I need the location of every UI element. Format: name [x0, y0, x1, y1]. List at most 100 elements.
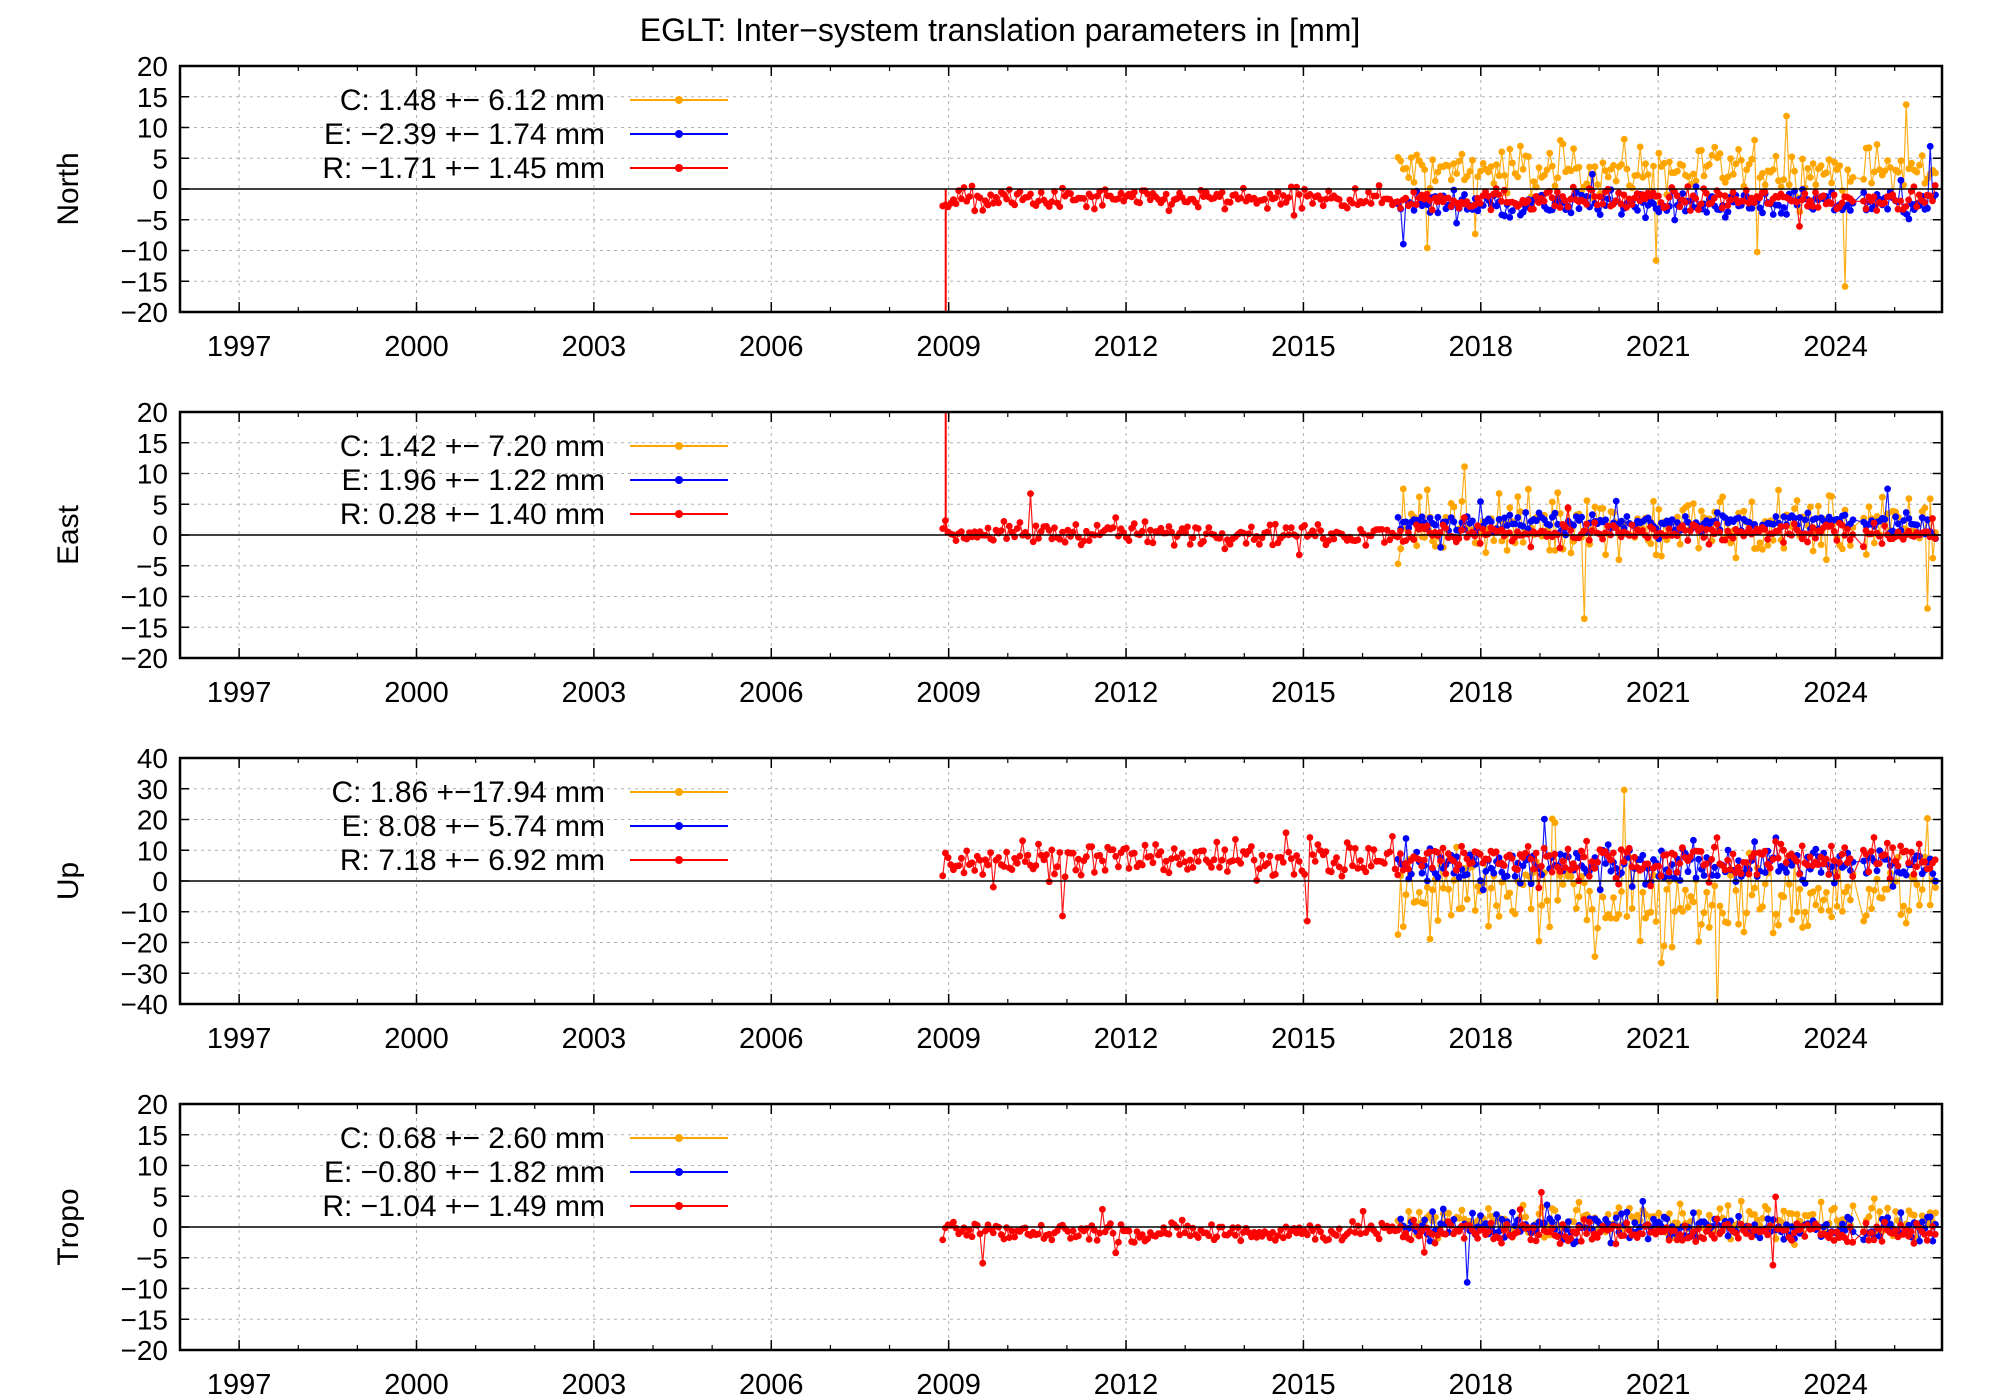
point-R: [1287, 524, 1295, 532]
point-R: [1250, 856, 1258, 864]
point-C: [1690, 170, 1697, 178]
x-tick-label: 2012: [1094, 1369, 1159, 1400]
point-C: [1652, 257, 1660, 264]
series-R: [939, 182, 1939, 230]
point-R: [1293, 852, 1300, 859]
point-R: [989, 883, 997, 891]
point-C: [1711, 882, 1719, 890]
point-C: [1423, 883, 1431, 891]
point-C: [1423, 486, 1431, 494]
point-R: [1897, 842, 1904, 850]
point-R: [1514, 1228, 1521, 1236]
point-R: [1452, 199, 1460, 207]
point-R: [984, 861, 992, 869]
point-R: [1327, 868, 1335, 876]
point-R: [1556, 544, 1564, 552]
series-R: [939, 829, 1939, 925]
point-R: [1657, 199, 1665, 206]
point-R: [1609, 849, 1617, 857]
point-C: [1586, 163, 1593, 171]
point-C: [1881, 167, 1889, 175]
point-C: [1831, 1204, 1838, 1212]
point-R: [939, 1236, 947, 1244]
point-R: [1828, 200, 1835, 208]
point-R: [1122, 844, 1130, 852]
point-R: [1860, 1228, 1867, 1236]
point-R: [958, 195, 965, 203]
y-tick-label: 0: [152, 520, 168, 551]
point-C: [1554, 174, 1562, 182]
point-E: [1812, 845, 1820, 853]
point-E: [1668, 516, 1676, 523]
point-R: [1801, 1233, 1809, 1240]
point-R: [1413, 201, 1420, 209]
point-C: [1865, 885, 1873, 893]
point-R: [1311, 1236, 1319, 1243]
point-R: [1639, 1230, 1646, 1238]
point-R: [1221, 846, 1229, 854]
point-E: [1780, 204, 1788, 211]
legend-marker-E: [675, 1168, 683, 1176]
point-R: [1248, 523, 1255, 531]
point-R: [1923, 1237, 1931, 1244]
point-R: [1133, 1228, 1141, 1235]
point-R: [1194, 203, 1202, 211]
point-R: [1535, 884, 1543, 892]
point-R: [1354, 1222, 1362, 1230]
point-C: [1804, 165, 1812, 172]
point-R: [1080, 537, 1088, 545]
legend-label-E: E: −2.39 +− 1.74 mm: [324, 118, 605, 151]
point-R: [1870, 834, 1878, 841]
point-R: [1484, 855, 1492, 863]
point-R: [958, 854, 965, 862]
point-R: [1881, 851, 1888, 859]
point-C: [1809, 160, 1817, 168]
point-R: [1681, 1222, 1689, 1230]
point-R: [1295, 1224, 1303, 1232]
y-tick-label: 20: [137, 805, 168, 836]
point-C: [1572, 1206, 1580, 1214]
point-R: [1436, 857, 1444, 865]
point-C: [1769, 929, 1777, 937]
point-C: [1594, 181, 1601, 189]
y-tick-label: 40: [137, 743, 168, 774]
point-R: [1375, 1235, 1383, 1243]
point-R: [1000, 863, 1008, 870]
point-R: [1303, 1231, 1311, 1239]
point-C: [1495, 172, 1503, 180]
point-R: [1591, 519, 1598, 527]
point-E: [1724, 846, 1732, 854]
point-R: [1830, 857, 1838, 864]
point-R: [1301, 870, 1308, 878]
legend-label-E: E: 8.08 +− 5.74 mm: [342, 810, 605, 843]
point-E: [1769, 1216, 1777, 1224]
point-R: [1881, 522, 1888, 530]
point-C: [1905, 495, 1913, 503]
point-R: [1301, 522, 1308, 529]
point-R: [1551, 202, 1559, 210]
x-tick-label: 2003: [562, 1023, 627, 1055]
point-C: [1870, 539, 1878, 547]
point-C: [1799, 924, 1806, 931]
x-tick-label: 2018: [1449, 1369, 1514, 1400]
point-R: [1069, 528, 1077, 536]
point-R: [1075, 855, 1082, 863]
point-R: [1703, 525, 1710, 533]
point-R: [1024, 851, 1032, 859]
point-C: [1732, 160, 1740, 168]
point-R: [1330, 859, 1338, 867]
point-R: [1322, 195, 1330, 203]
point-R: [1226, 1229, 1234, 1237]
point-R: [1442, 524, 1449, 532]
point-R: [1891, 197, 1899, 204]
point-C: [1918, 886, 1926, 893]
point-R: [1056, 535, 1064, 543]
point-R: [1256, 865, 1263, 873]
point-E: [1884, 205, 1891, 213]
point-E: [1682, 207, 1689, 215]
point-R: [1277, 200, 1285, 208]
point-R: [1013, 525, 1021, 532]
point-R: [1705, 540, 1713, 548]
point-R: [966, 1226, 973, 1234]
